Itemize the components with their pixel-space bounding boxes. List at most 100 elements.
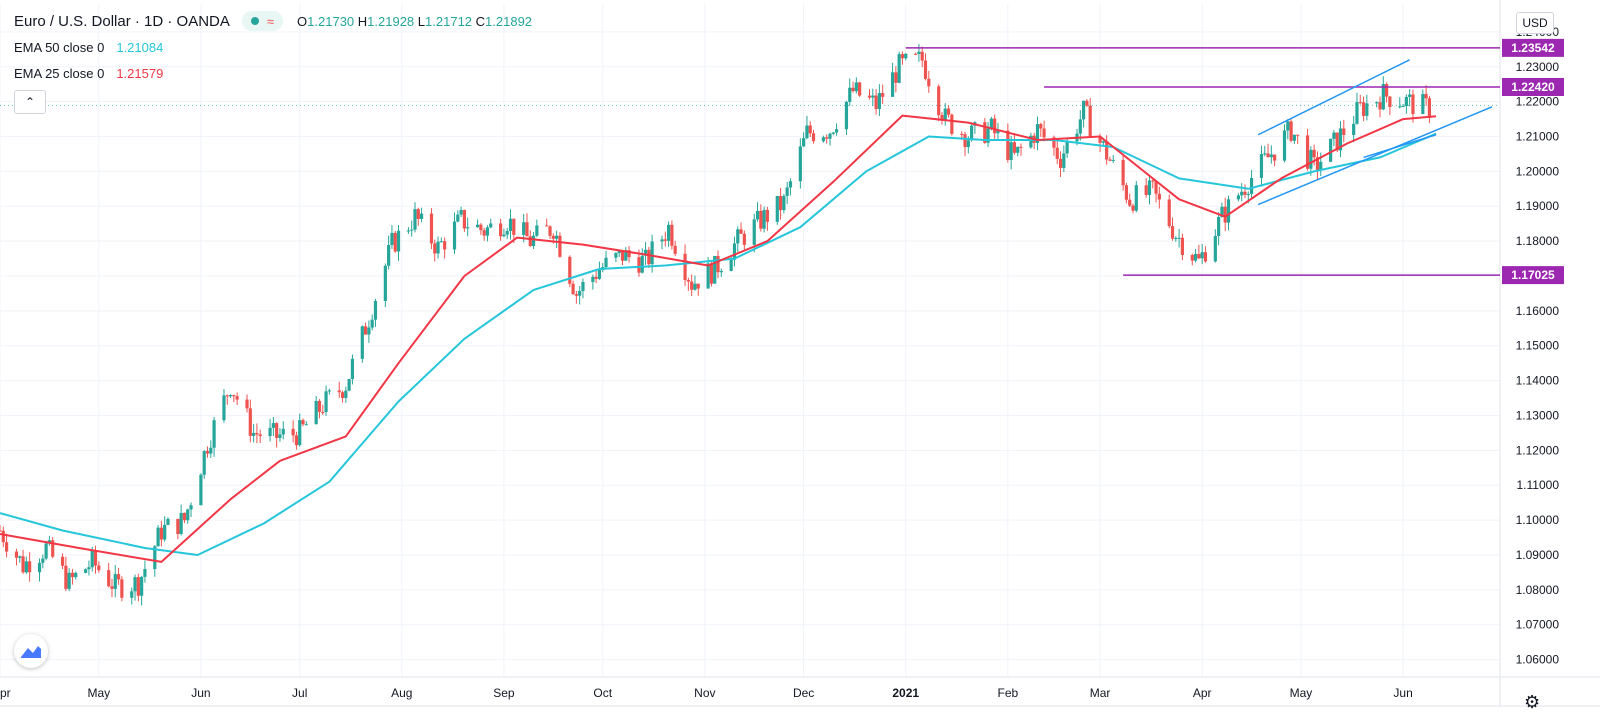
candle-up xyxy=(74,571,78,580)
candle-body xyxy=(416,209,420,219)
ema50-legend[interactable]: EMA 50 close 0 1.21084 xyxy=(14,34,532,60)
candle-body xyxy=(1355,102,1359,124)
candle-up xyxy=(640,248,644,274)
candle-down xyxy=(1151,179,1155,189)
candle-body xyxy=(1220,206,1224,218)
candle-body xyxy=(732,243,737,260)
ema25-legend[interactable]: EMA 25 close 0 1.21579 xyxy=(14,60,532,86)
candle-up xyxy=(581,278,585,299)
candle-down xyxy=(1427,95,1432,123)
candle-up xyxy=(485,225,490,242)
candle-body xyxy=(202,451,206,475)
candle-body xyxy=(706,263,710,289)
candle-body xyxy=(1065,141,1069,154)
candle-body xyxy=(475,224,480,228)
candle-up xyxy=(419,207,424,223)
candle-up xyxy=(1174,236,1178,242)
candle-body xyxy=(159,527,163,540)
price-tick-label: 1.21000 xyxy=(1516,130,1560,144)
candle-up xyxy=(367,320,371,343)
candle-body xyxy=(294,435,299,446)
candle-body xyxy=(271,423,275,428)
candle-body xyxy=(535,225,539,236)
time-tick-label: Jul xyxy=(292,686,307,700)
candle-body xyxy=(1012,142,1017,153)
candle-up xyxy=(1332,130,1336,147)
candle-down xyxy=(937,84,941,122)
candle-down xyxy=(963,131,967,157)
candle-body xyxy=(179,512,183,535)
candle-body xyxy=(1170,226,1175,239)
candle-up xyxy=(1134,180,1138,213)
candle-down xyxy=(778,187,783,220)
tradingview-logo-icon[interactable] xyxy=(14,634,48,668)
candle-up xyxy=(508,209,513,240)
candle-down xyxy=(28,552,32,582)
candle-up xyxy=(271,416,275,436)
candle-body xyxy=(693,283,697,290)
candle-up xyxy=(252,424,256,443)
candle-body xyxy=(1408,94,1412,97)
candle-body xyxy=(996,130,1000,134)
candle-up xyxy=(828,132,832,146)
candle-up xyxy=(475,219,480,228)
candle-body xyxy=(479,224,483,231)
candle-body xyxy=(1081,100,1086,120)
candle-up xyxy=(163,516,167,542)
candle-up xyxy=(1081,100,1086,128)
candle-body xyxy=(436,241,440,254)
candle-body xyxy=(900,54,905,59)
candle-up xyxy=(1009,135,1013,170)
price-tick-label: 1.22000 xyxy=(1516,95,1560,109)
collapse-legend-button[interactable]: ⌃ xyxy=(14,90,46,114)
candle-up xyxy=(209,440,213,458)
candle-down xyxy=(64,556,68,592)
symbol-row: Euro / U.S. Dollar · 1D · OANDA ≈ O1.217… xyxy=(14,8,532,34)
market-status-pill[interactable]: ≈ xyxy=(241,11,284,31)
candle-down xyxy=(1058,151,1063,177)
candle-body xyxy=(1088,105,1092,137)
candle-body xyxy=(1193,253,1198,261)
price-tick-label: 1.06000 xyxy=(1516,653,1560,667)
candle-body xyxy=(719,271,723,273)
candle-down xyxy=(1180,233,1185,261)
time-tick-label: Apr xyxy=(1193,686,1212,700)
candle-up xyxy=(1147,175,1152,205)
candle-body xyxy=(344,390,348,398)
candle-up xyxy=(1062,145,1066,173)
candle-down xyxy=(1266,143,1270,158)
candle-up xyxy=(327,388,331,395)
currency-button[interactable]: USD xyxy=(1516,12,1554,34)
candle-down xyxy=(1385,82,1389,103)
candle-body xyxy=(505,230,509,235)
candle-body xyxy=(508,218,513,231)
price-tag xyxy=(1502,266,1564,285)
candle-up xyxy=(736,226,740,253)
candle-up xyxy=(848,78,852,106)
ema25-line xyxy=(0,114,1437,563)
symbol-title[interactable]: Euro / U.S. Dollar · 1D · OANDA xyxy=(14,12,230,30)
candle-body xyxy=(993,118,997,134)
candle-body xyxy=(140,576,144,596)
price-tag-label: 1.17025 xyxy=(1511,268,1555,282)
candle-body xyxy=(597,270,602,279)
candle-body xyxy=(1200,252,1204,259)
candle-body xyxy=(617,250,621,254)
candle-body xyxy=(1312,149,1316,158)
candle-body xyxy=(393,232,397,252)
candle-body xyxy=(390,232,394,245)
candle-body xyxy=(301,420,305,425)
candle-down xyxy=(110,578,114,598)
gear-icon[interactable]: ⚙ xyxy=(1524,692,1541,712)
candle-down xyxy=(927,70,931,93)
candle-body xyxy=(182,512,187,521)
candle-body xyxy=(1378,102,1382,110)
candle-up xyxy=(719,268,723,277)
time-tick-label: pr xyxy=(0,686,11,700)
candle-body xyxy=(1151,180,1155,182)
candle-body xyxy=(1401,105,1405,107)
candle-down xyxy=(923,53,928,81)
candle-up xyxy=(775,195,779,225)
candle-down xyxy=(1358,94,1362,105)
